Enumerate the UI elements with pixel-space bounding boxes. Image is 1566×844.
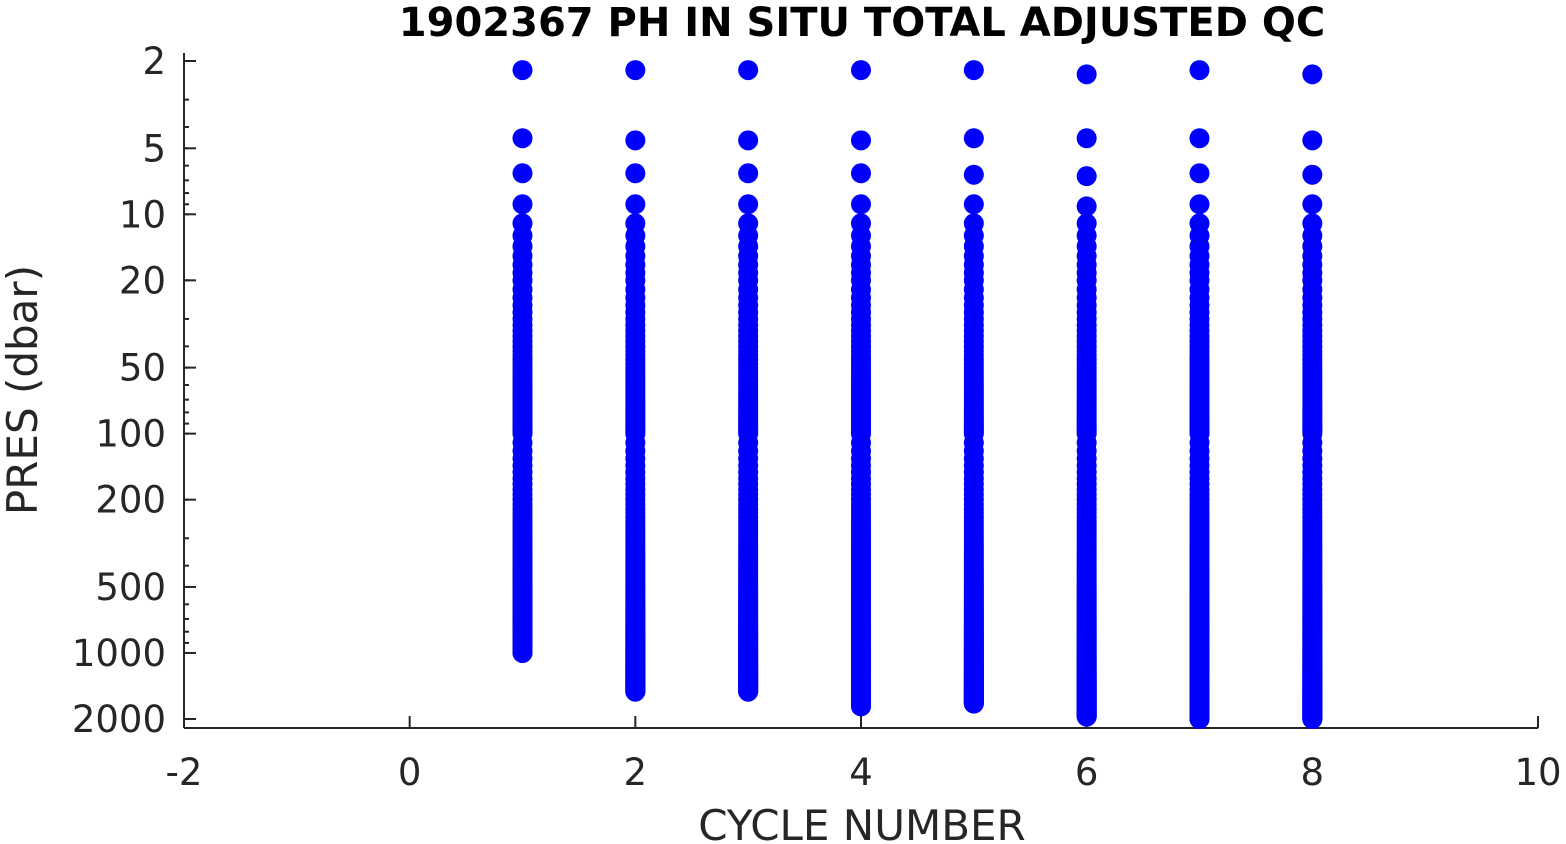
y-tick-label: 200 [95,479,166,522]
x-tick-label: 10 [1514,751,1561,794]
data-point [851,130,871,151]
data-point [512,642,533,663]
data-point [512,194,533,215]
data-point [1302,130,1323,151]
profile-cycle-6 [1076,64,1097,727]
data-point [1189,194,1210,215]
y-tick-label: 10 [119,193,166,236]
y-axis-label: PRES (dbar) [0,265,47,515]
data-point [625,130,646,151]
data-point [963,693,984,714]
data-point [1076,706,1097,727]
data-point [1189,709,1210,729]
data-point [851,194,871,215]
y-tick-label: 2 [142,40,166,83]
y-tick-label: 100 [95,413,166,456]
y-tick-label: 1000 [72,632,166,675]
data-point [625,194,646,215]
data-point [625,163,646,184]
data-point [1076,166,1097,187]
profile-cycle-1 [512,60,533,663]
data-point [963,194,984,215]
data-point [851,163,871,184]
data-point [1189,60,1210,81]
data-point [963,164,984,185]
profile-cycle-2 [625,60,646,702]
data-point [1189,163,1210,184]
data-point [1076,196,1097,217]
y-axis: 2 5 10 20 50 100 200 500 1000 2000 [72,40,196,741]
data-point [1302,194,1323,215]
profile-cycle-4 [851,60,871,717]
data-point [512,163,533,184]
y-tick-label: 2000 [72,698,166,741]
data-point [738,130,759,151]
x-tick-label: 4 [849,751,873,794]
x-tick-label: 6 [1075,751,1099,794]
x-tick-label: 2 [624,751,648,794]
chart-title: 1902367 PH IN SITU TOTAL ADJUSTED QC [399,0,1325,46]
data-point [1302,64,1323,85]
profile-cycle-7 [1189,60,1210,729]
data-point [963,60,984,81]
profile-cycle-8 [1302,64,1323,729]
y-tick-label: 50 [119,347,166,390]
x-tick-label: -2 [166,751,203,794]
x-tick-label: 8 [1301,751,1325,794]
profile-cycle-5 [963,60,984,714]
data-point [738,163,759,184]
data-point [512,60,533,81]
data-point [625,681,646,702]
y-tick-label: 500 [95,566,166,609]
profile-cycle-3 [738,60,759,702]
data-point [625,60,646,81]
data-point [738,60,759,81]
x-axis: -2 0 2 4 6 8 10 [166,716,1562,794]
data-point [963,128,984,149]
y-tick-label: 5 [142,127,166,170]
data-point [851,696,871,717]
data-point [1076,64,1097,85]
data-point [738,194,759,215]
x-tick-label: 0 [398,751,422,794]
y-tick-label: 20 [119,259,166,302]
data-point [738,681,759,702]
data-markers [512,60,1323,729]
data-point [1189,128,1210,149]
data-point [512,128,533,149]
x-axis-label: CYCLE NUMBER [698,801,1026,844]
data-point [1302,164,1323,185]
data-point [1076,128,1097,149]
data-point [1302,709,1323,729]
data-point [851,60,871,81]
